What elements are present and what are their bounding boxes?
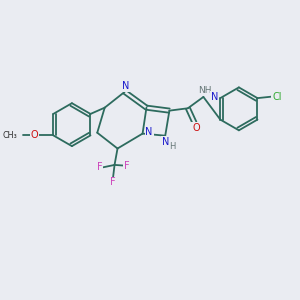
Text: N: N xyxy=(146,127,153,137)
Text: O: O xyxy=(31,130,38,140)
Text: N: N xyxy=(161,137,169,147)
Text: N: N xyxy=(122,82,129,92)
Text: NH: NH xyxy=(198,86,211,95)
Text: H: H xyxy=(169,142,176,151)
Text: Cl: Cl xyxy=(272,92,282,102)
Text: N: N xyxy=(211,92,218,102)
Text: F: F xyxy=(97,162,102,172)
Text: CH₃: CH₃ xyxy=(3,131,17,140)
Text: F: F xyxy=(124,160,129,170)
Text: F: F xyxy=(110,178,116,188)
Text: O: O xyxy=(192,123,200,133)
